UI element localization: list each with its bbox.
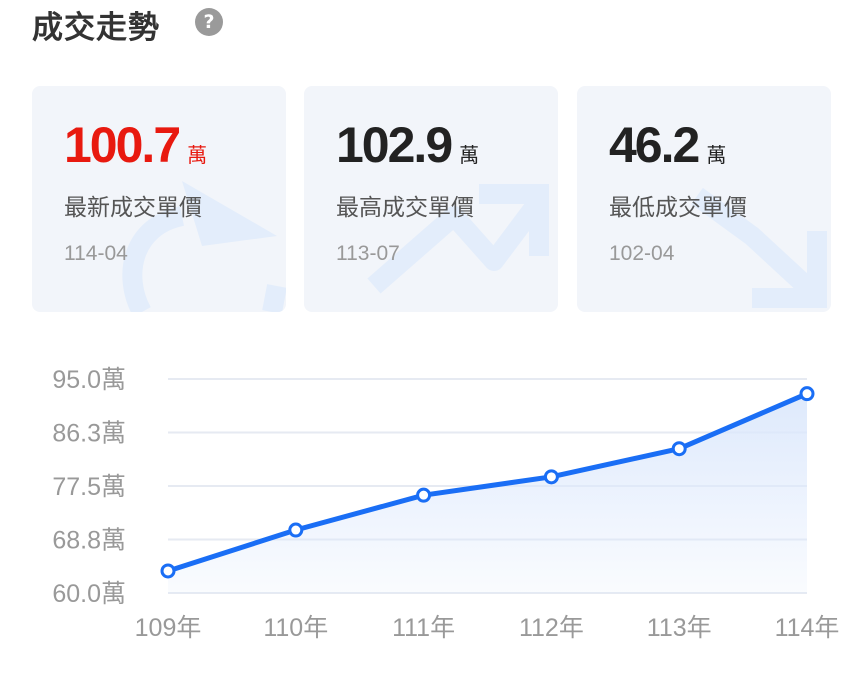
x-tick-label: 109年: [135, 614, 202, 642]
data-point[interactable]: [288, 522, 304, 538]
x-tick-label: 113年: [647, 614, 712, 642]
highest-price-label: 最高成交單價: [336, 195, 474, 221]
y-tick-label: 86.3萬: [52, 420, 126, 448]
lowest-price-value: 46.2 萬: [609, 117, 727, 173]
data-point[interactable]: [671, 441, 687, 457]
question-circle-icon[interactable]: ?: [195, 8, 223, 36]
data-point[interactable]: [799, 386, 815, 402]
y-tick-label: 60.0萬: [52, 580, 126, 608]
price-trend-chart: 95.0萬 86.3萬 77.5萬 68.8萬 60.0萬 109年 110年 111年 11…: [52, 366, 840, 642]
data-point[interactable]: [160, 563, 176, 579]
highest-price-value: 102.9 萬: [336, 117, 480, 173]
latest-price-card: 100.7 萬 最新成交單價 114-04: [32, 86, 286, 312]
latest-price-label: 最新成交單價: [64, 195, 202, 221]
highest-price-date: 113-07: [336, 242, 400, 265]
x-tick-label: 114年: [775, 614, 840, 642]
lowest-price-label: 最低成交單價: [609, 195, 747, 221]
section-title: 成交走勢: [32, 10, 160, 46]
x-tick-label: 112年: [519, 614, 584, 642]
y-tick-label: 77.5萬: [52, 473, 126, 501]
lowest-price-date: 102-04: [609, 242, 675, 265]
latest-price-date: 114-04: [64, 242, 128, 265]
data-point[interactable]: [416, 487, 432, 503]
trend-down-icon: [691, 187, 827, 308]
latest-price-value: 100.7 萬: [64, 117, 208, 173]
x-tick-label: 110年: [263, 614, 328, 642]
highest-price-card: 102.9 萬 最高成交單價 113-07: [304, 86, 558, 312]
series-line: [167, 391, 808, 574]
data-point[interactable]: [543, 469, 559, 485]
lowest-price-card: 46.2 萬 最低成交單價 102-04: [577, 86, 831, 312]
y-tick-label: 68.8萬: [52, 527, 126, 555]
x-tick-label: 111年: [392, 614, 455, 642]
refresh-arrow-icon: [122, 181, 286, 312]
y-tick-label: 95.0萬: [52, 366, 126, 394]
area-fill: [168, 393, 807, 593]
trend-up-icon: [367, 184, 549, 294]
